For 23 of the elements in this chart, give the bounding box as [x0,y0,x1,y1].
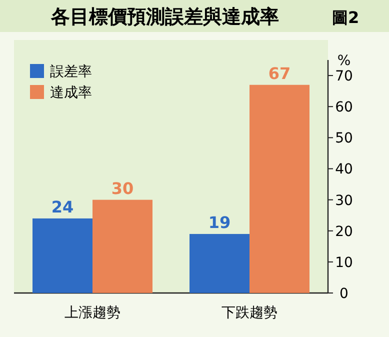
x-tick-label: 上漲趨勢 [64,305,120,321]
y-axis-title: % [337,53,351,69]
y-tick-label: 40 [335,162,353,178]
chart-subtitle: 圖2 [332,8,360,27]
data-label: 24 [51,197,74,216]
x-tick-label: 下跌趨勢 [222,305,278,321]
y-tick-label: 10 [335,254,353,271]
bar [250,84,310,293]
y-tick-label: 30 [335,192,353,209]
bar [92,200,152,293]
bar [190,234,250,293]
data-label: 30 [111,178,134,198]
y-tick-label: 0 [340,286,348,302]
data-label: 19 [208,212,231,232]
y-tick-label: 50 [335,130,353,147]
legend-label: 達成率 [50,85,92,101]
bar [32,218,92,293]
legend-label: 誤差率 [50,64,92,80]
y-tick-label: 60 [335,100,353,116]
chart-title: 各目標價預測誤差與達成率 [50,6,279,28]
data-label: 67 [268,64,291,83]
y-tick-label: 20 [335,224,353,240]
y-tick-label: 70 [335,68,353,85]
